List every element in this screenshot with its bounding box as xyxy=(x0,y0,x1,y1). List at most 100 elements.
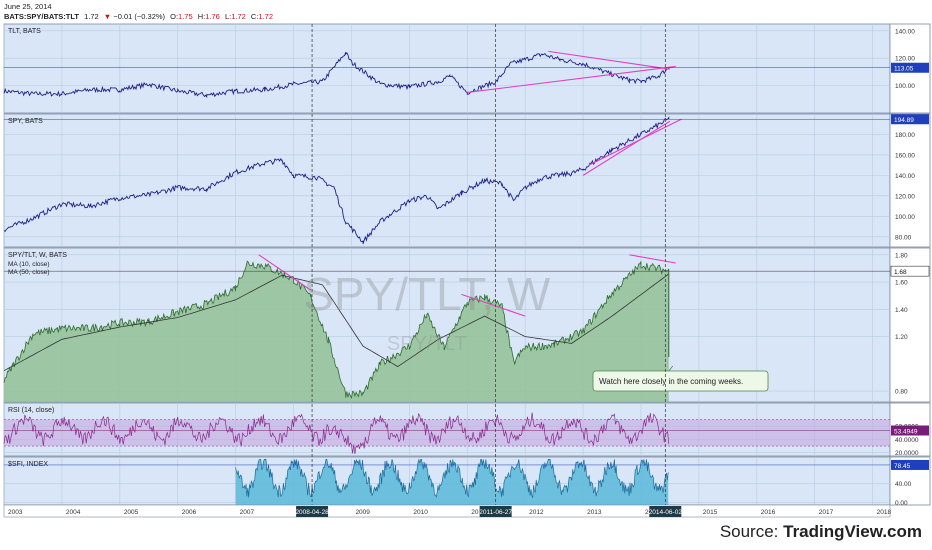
low-label: L: xyxy=(224,12,232,21)
y-tick-label: 120.00 xyxy=(895,193,915,200)
x-tick-label: 2007 xyxy=(240,509,255,516)
down-arrow-icon: ▼ xyxy=(103,12,112,21)
pane-title: SPY/TLT, W, BATS xyxy=(8,252,67,259)
pane-title: SPY, BATS xyxy=(8,118,43,125)
price-axis xyxy=(889,113,931,248)
x-tick-label: 2011 xyxy=(471,509,485,516)
y-tick-label: 120.00 xyxy=(895,56,915,63)
last-value-label: 53.4949 xyxy=(894,428,918,435)
x-tick-label: 2009 xyxy=(355,509,370,516)
pane-background xyxy=(3,113,891,248)
y-tick-label: 140.00 xyxy=(895,173,915,180)
last-value-label: 78.45 xyxy=(894,463,911,470)
pane-2: 180.00 160.00 140.00 120.00 100.00 80.00 SPY, … xyxy=(3,113,931,248)
high-label: H: xyxy=(197,12,206,21)
date-marker-label: 2008-04-28 xyxy=(295,509,329,516)
ratio-line xyxy=(3,260,670,400)
y-tick-label: 1.40 xyxy=(895,307,908,314)
pane-1: 140.00 120.00 100.00 TLT, BATS 113.05 xyxy=(3,23,931,114)
x-tick-label: 2013 xyxy=(587,509,602,516)
last-price: 1.72 xyxy=(84,12,99,21)
trendline xyxy=(467,65,676,94)
trendline xyxy=(582,120,671,176)
y-tick-label: 40.0000 xyxy=(895,437,919,444)
trendline xyxy=(461,293,526,317)
annotation-pointer xyxy=(668,365,674,372)
ohlc-header: BATS:SPY/BATS:TLT 1.72 ▼ −0.01 (−0.32%) … xyxy=(4,12,276,21)
trendline xyxy=(548,50,671,70)
ma-50-line xyxy=(3,273,670,372)
annotation-text: Watch here closely in the coming weeks. xyxy=(599,377,743,386)
pane-5: 40.00 0.00 $SFI, INDEX 78.45 xyxy=(3,456,931,507)
annotation-box xyxy=(592,370,769,392)
date-marker-tag xyxy=(649,506,682,517)
y-tick-label: 40.00 xyxy=(895,481,912,488)
trendline xyxy=(258,254,312,291)
last-value-tag xyxy=(891,114,929,125)
y-tick-label: 0.00 xyxy=(895,500,908,507)
y-tick-label: 100.00 xyxy=(895,214,915,221)
chart-watermark: SPY/TLT, W xyxy=(303,268,551,320)
y-tick-label: 1.80 xyxy=(895,252,908,259)
pane-3: 1.80 1.60 1.40 1.20 0.80 SPY/TLT, W, BATS MA (… xyxy=(3,247,931,403)
ratio-area xyxy=(4,261,669,402)
ssfi-line xyxy=(235,458,669,499)
low-value: 1.72 xyxy=(231,12,246,21)
price-change: −0.01 (−0.32%) xyxy=(113,12,166,21)
date-marker-tag xyxy=(479,506,512,517)
legend-item: MA (50, close) xyxy=(8,269,50,276)
last-value-tag xyxy=(891,425,929,436)
pane-title: RSI (14, close) xyxy=(8,407,54,414)
source-brand[interactable]: TradingView.com xyxy=(783,522,922,541)
open-value: 1.75 xyxy=(178,12,193,21)
rsi-line xyxy=(3,412,670,455)
close-label: C: xyxy=(250,12,259,21)
trendline xyxy=(629,254,676,264)
y-tick-label: 20.0000 xyxy=(895,450,919,457)
legend-item: MA (10, close) xyxy=(8,261,50,268)
source-prefix: Source: xyxy=(719,522,784,541)
y-tick-label: 1.20 xyxy=(895,334,908,341)
last-value-tag xyxy=(890,265,930,277)
y-tick-label: 140.00 xyxy=(895,28,915,35)
date-marker-label: 2014-06-02 xyxy=(649,509,683,516)
ssfi-area xyxy=(235,459,669,505)
chart-date: June 25, 2014 xyxy=(4,2,52,11)
x-tick-label: 2016 xyxy=(761,509,776,516)
source-credit: Source: TradingView.com xyxy=(720,522,922,542)
x-tick-label: 2005 xyxy=(124,509,139,516)
x-tick-label: 2015 xyxy=(703,509,718,516)
y-tick-label: 0.80 xyxy=(895,389,908,396)
last-value-tag xyxy=(891,62,929,73)
last-value-label: 113.05 xyxy=(894,66,914,73)
date-marker-tag xyxy=(296,506,329,517)
x-tick-label: 2010 xyxy=(413,509,428,516)
symbol-label: BATS:SPY/BATS:TLT xyxy=(4,12,79,21)
y-tick-label: 160.00 xyxy=(895,152,915,159)
pane-background xyxy=(3,23,891,114)
x-tick-label: 2018 xyxy=(877,509,892,516)
price-line xyxy=(3,116,670,245)
y-tick-label: 180.00 xyxy=(895,132,915,139)
x-tick-label: 2006 xyxy=(182,509,197,516)
y-tick-label: 1.60 xyxy=(895,280,908,287)
x-tick-label: 2004 xyxy=(66,509,81,516)
y-tick-label: 80.00 xyxy=(895,234,912,241)
x-tick-label: 2012 xyxy=(529,509,544,516)
pane-title: TLT, BATS xyxy=(8,28,41,35)
last-value-label: 194.89 xyxy=(894,117,914,124)
trendline xyxy=(588,118,682,166)
x-tick-label: 2003 xyxy=(8,509,23,516)
high-value: 1.76 xyxy=(205,12,220,21)
date-marker-label: 2011-06-27 xyxy=(479,509,512,516)
open-label: O: xyxy=(170,12,179,21)
last-value-label: 1.68 xyxy=(894,269,907,276)
price-line xyxy=(3,52,670,99)
chart-watermark-sub: SPY/TLT xyxy=(387,333,467,355)
pane-title: $SFI, INDEX xyxy=(8,461,48,468)
y-tick-label: 100.00 xyxy=(895,83,915,90)
last-value-tag xyxy=(891,459,929,470)
close-value: 1.72 xyxy=(258,12,274,21)
